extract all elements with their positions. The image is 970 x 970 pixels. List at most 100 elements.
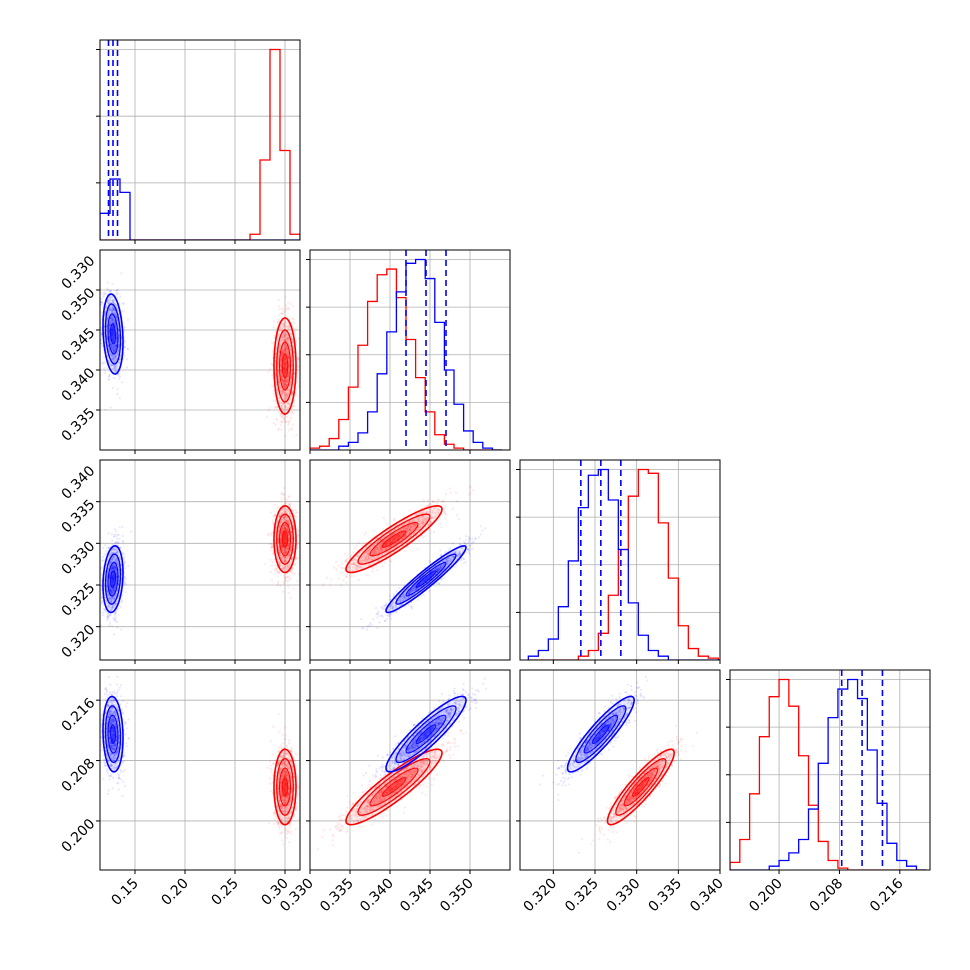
scatter-point <box>285 397 288 400</box>
scatter-point <box>122 302 125 305</box>
scatter-point <box>111 567 114 570</box>
scatter-point <box>108 301 111 304</box>
scatter-point <box>111 339 114 342</box>
scatter-point <box>279 424 282 427</box>
scatter-point <box>116 318 119 321</box>
contour-red <box>281 353 289 379</box>
scatter-point <box>111 340 115 343</box>
scatter-point <box>112 348 116 351</box>
scatter-point <box>463 562 466 565</box>
scatter-point <box>285 368 288 371</box>
scatter-point <box>112 556 115 559</box>
scatter-point <box>103 367 106 370</box>
scatter-point <box>106 367 109 370</box>
scatter-point <box>114 612 117 615</box>
scatter-point <box>284 374 287 377</box>
scatter-point <box>290 412 293 415</box>
scatter-point <box>111 333 114 336</box>
scatter-point <box>277 369 280 372</box>
scatter-point <box>111 592 114 595</box>
scatter-point <box>115 571 118 575</box>
scatter-point <box>123 575 126 578</box>
scatter-point <box>123 576 126 579</box>
scatter-point <box>292 321 296 324</box>
scatter-point <box>117 542 120 545</box>
scatter-point <box>108 330 111 333</box>
scatter-point <box>281 421 284 424</box>
scatter-point <box>117 533 120 536</box>
scatter-point <box>101 292 104 295</box>
scatter-point <box>283 391 286 394</box>
scatter-point <box>271 384 274 387</box>
scatter-point <box>116 607 119 610</box>
scatter-point <box>113 590 116 593</box>
scatter-point <box>111 346 114 349</box>
tick-marks <box>96 49 286 244</box>
scatter-point <box>278 396 281 399</box>
scatter-point <box>116 561 119 565</box>
scatter-point <box>110 308 113 311</box>
scatter-point <box>107 378 110 381</box>
scatter-point <box>281 376 284 379</box>
scatter-point <box>287 374 290 378</box>
scatter-point <box>108 328 111 332</box>
scatter-point <box>100 331 103 334</box>
scatter-point <box>285 379 288 382</box>
scatter-point <box>112 573 115 577</box>
scatter-point <box>284 382 287 385</box>
scatter-point <box>288 402 291 406</box>
scatter-point <box>294 564 297 567</box>
scatter-point <box>285 368 288 371</box>
scatter-point <box>108 574 111 577</box>
scatter-point <box>112 578 115 581</box>
scatter-point <box>96 316 98 318</box>
scatter-point <box>100 573 103 576</box>
scatter-point <box>277 380 281 383</box>
scatter-point <box>110 590 113 594</box>
scatter-point <box>110 551 114 554</box>
scatter-point <box>289 379 293 382</box>
scatter-point <box>290 410 294 413</box>
scatter-point <box>285 380 289 383</box>
scatter-point <box>110 295 114 299</box>
scatter-point <box>113 345 116 348</box>
scatter-point <box>112 567 115 570</box>
scatter-point <box>108 296 111 299</box>
scatter-point <box>112 565 116 568</box>
scatter-point <box>106 287 109 290</box>
scatter-point <box>285 394 288 397</box>
scatter-point <box>111 578 114 581</box>
scatter-point <box>115 306 119 310</box>
scatter-point <box>283 343 286 346</box>
scatter-point <box>113 335 116 338</box>
scatter-point <box>108 596 111 600</box>
scatter-point <box>111 324 114 327</box>
scatter-point <box>281 307 284 310</box>
scatter-point <box>285 389 289 392</box>
scatter-point <box>280 492 283 496</box>
scatter-point <box>287 343 291 346</box>
scatter-point <box>283 333 286 336</box>
scatter-point <box>116 537 119 541</box>
scatter-point <box>114 585 117 588</box>
scatter-point <box>111 308 114 311</box>
scatter-point <box>113 357 116 360</box>
scatter-point <box>277 318 280 321</box>
scatter-point <box>113 308 116 311</box>
scatter-point <box>121 593 124 596</box>
scatter-point <box>416 598 419 602</box>
scatter-point <box>274 359 277 363</box>
scatter-point <box>274 510 277 513</box>
scatter-point <box>112 591 115 594</box>
scatter-point <box>111 326 115 329</box>
scatter-point <box>103 361 106 364</box>
scatter-point <box>111 337 114 340</box>
scatter-point <box>293 372 296 375</box>
scatter-point <box>112 558 115 561</box>
scatter-point <box>105 304 108 307</box>
scatter-point <box>111 334 114 337</box>
scatter-point <box>109 342 112 345</box>
scatter-point <box>111 564 115 567</box>
scatter-point <box>284 406 287 409</box>
scatter-point <box>111 567 114 571</box>
